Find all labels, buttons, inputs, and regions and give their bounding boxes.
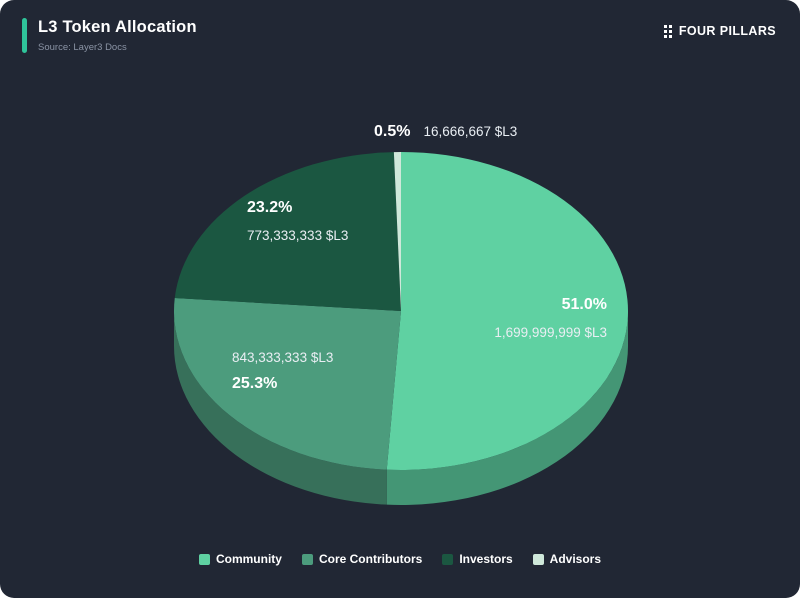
legend-item-investors: Investors [442,552,513,566]
legend-label-investors: Investors [459,552,513,566]
legend-label-core-contributors: Core Contributors [318,552,423,566]
slice-label-community: 51.0% 1,699,999,999 $L3 [494,296,607,340]
legend-swatch-investors [442,553,454,565]
legend-swatch-advisors [532,553,544,565]
accent-bar [22,18,27,53]
slice-label-advisors: 0.5% 16,666,667 $L3 [374,123,517,141]
legend-swatch-community [198,553,210,565]
brand-label: FOUR PILLARS [678,24,776,38]
investors-amount: 773,333,333 $L3 [247,228,349,243]
title-block: L3 Token Allocation Source: Layer3 Docs [22,18,197,53]
legend-item-advisors: Advisors [532,552,602,566]
legend-item-community: Community [198,552,282,566]
page-subtitle: Source: Layer3 Docs [38,41,127,53]
legend-label-community: Community [215,552,282,566]
advisors-amount: 16,666,667 $L3 [423,124,518,139]
page-title: L3 Token Allocation [38,18,197,36]
core-amount: 843,333,333 $L3 [232,350,334,365]
four-pillars-icon [663,24,672,38]
community-percent: 51.0% [561,296,607,313]
legend-swatch-core-contributors [301,553,313,565]
slice-label-investors: 23.2% 773,333,333 $L3 [247,199,348,243]
core-percent: 25.3% [232,375,278,392]
brand: FOUR PILLARS [663,24,776,38]
legend-item-core-contributors: Core Contributors [301,552,423,566]
community-amount: 1,699,999,999 $L3 [494,325,607,340]
legend-label-advisors: Advisors [549,552,602,566]
advisors-percent: 0.5% [374,123,411,140]
slice-label-core: 843,333,333 $L3 25.3% [232,350,333,393]
investors-percent: 23.2% [247,199,293,216]
legend: Community Core Contributors Investors Ad… [0,552,800,566]
header: L3 Token Allocation Source: Layer3 Docs … [0,0,800,53]
